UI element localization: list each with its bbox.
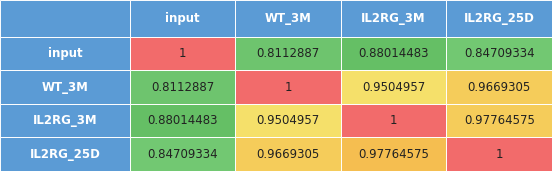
Text: 0.9504957: 0.9504957 bbox=[362, 81, 425, 94]
Text: 0.9669305: 0.9669305 bbox=[257, 148, 320, 161]
Bar bbox=[447, 37, 552, 70]
Bar bbox=[0, 137, 130, 171]
Text: 0.84709334: 0.84709334 bbox=[464, 47, 534, 60]
Text: 0.8112887: 0.8112887 bbox=[257, 47, 320, 60]
Bar bbox=[341, 37, 447, 70]
Text: WT_3M: WT_3M bbox=[264, 12, 311, 25]
Text: IL2RG_3M: IL2RG_3M bbox=[362, 12, 426, 25]
Bar bbox=[235, 37, 341, 70]
Bar bbox=[130, 137, 235, 171]
Text: WT_3M: WT_3M bbox=[41, 81, 88, 94]
Bar bbox=[235, 0, 341, 37]
Bar bbox=[235, 104, 341, 137]
Text: 0.8112887: 0.8112887 bbox=[151, 81, 214, 94]
Text: 0.9669305: 0.9669305 bbox=[468, 81, 531, 94]
Text: 0.97764575: 0.97764575 bbox=[358, 148, 429, 161]
Text: 0.88014483: 0.88014483 bbox=[147, 114, 217, 127]
Bar bbox=[341, 104, 447, 137]
Text: 0.84709334: 0.84709334 bbox=[147, 148, 218, 161]
Bar bbox=[130, 104, 235, 137]
Text: 1: 1 bbox=[496, 148, 503, 161]
Text: 1: 1 bbox=[390, 114, 397, 127]
Bar bbox=[130, 70, 235, 104]
Text: 0.9504957: 0.9504957 bbox=[257, 114, 320, 127]
Bar bbox=[235, 137, 341, 171]
Bar bbox=[447, 137, 552, 171]
Text: 1: 1 bbox=[284, 81, 292, 94]
Text: IL2RG_25D: IL2RG_25D bbox=[29, 148, 100, 161]
Bar bbox=[130, 37, 235, 70]
Text: input: input bbox=[47, 47, 82, 60]
Text: 0.97764575: 0.97764575 bbox=[464, 114, 535, 127]
Bar bbox=[0, 70, 130, 104]
Text: IL2RG_3M: IL2RG_3M bbox=[33, 114, 97, 127]
Bar bbox=[235, 70, 341, 104]
Bar bbox=[447, 0, 552, 37]
Text: 1: 1 bbox=[179, 47, 186, 60]
Bar bbox=[130, 0, 235, 37]
Bar bbox=[0, 37, 130, 70]
Bar bbox=[341, 70, 447, 104]
Bar bbox=[0, 0, 130, 37]
Bar bbox=[341, 0, 447, 37]
Bar bbox=[341, 137, 447, 171]
Text: IL2RG_25D: IL2RG_25D bbox=[464, 12, 535, 25]
Bar bbox=[447, 104, 552, 137]
Text: input: input bbox=[165, 12, 200, 25]
Bar bbox=[0, 104, 130, 137]
Bar bbox=[447, 70, 552, 104]
Text: 0.88014483: 0.88014483 bbox=[358, 47, 429, 60]
